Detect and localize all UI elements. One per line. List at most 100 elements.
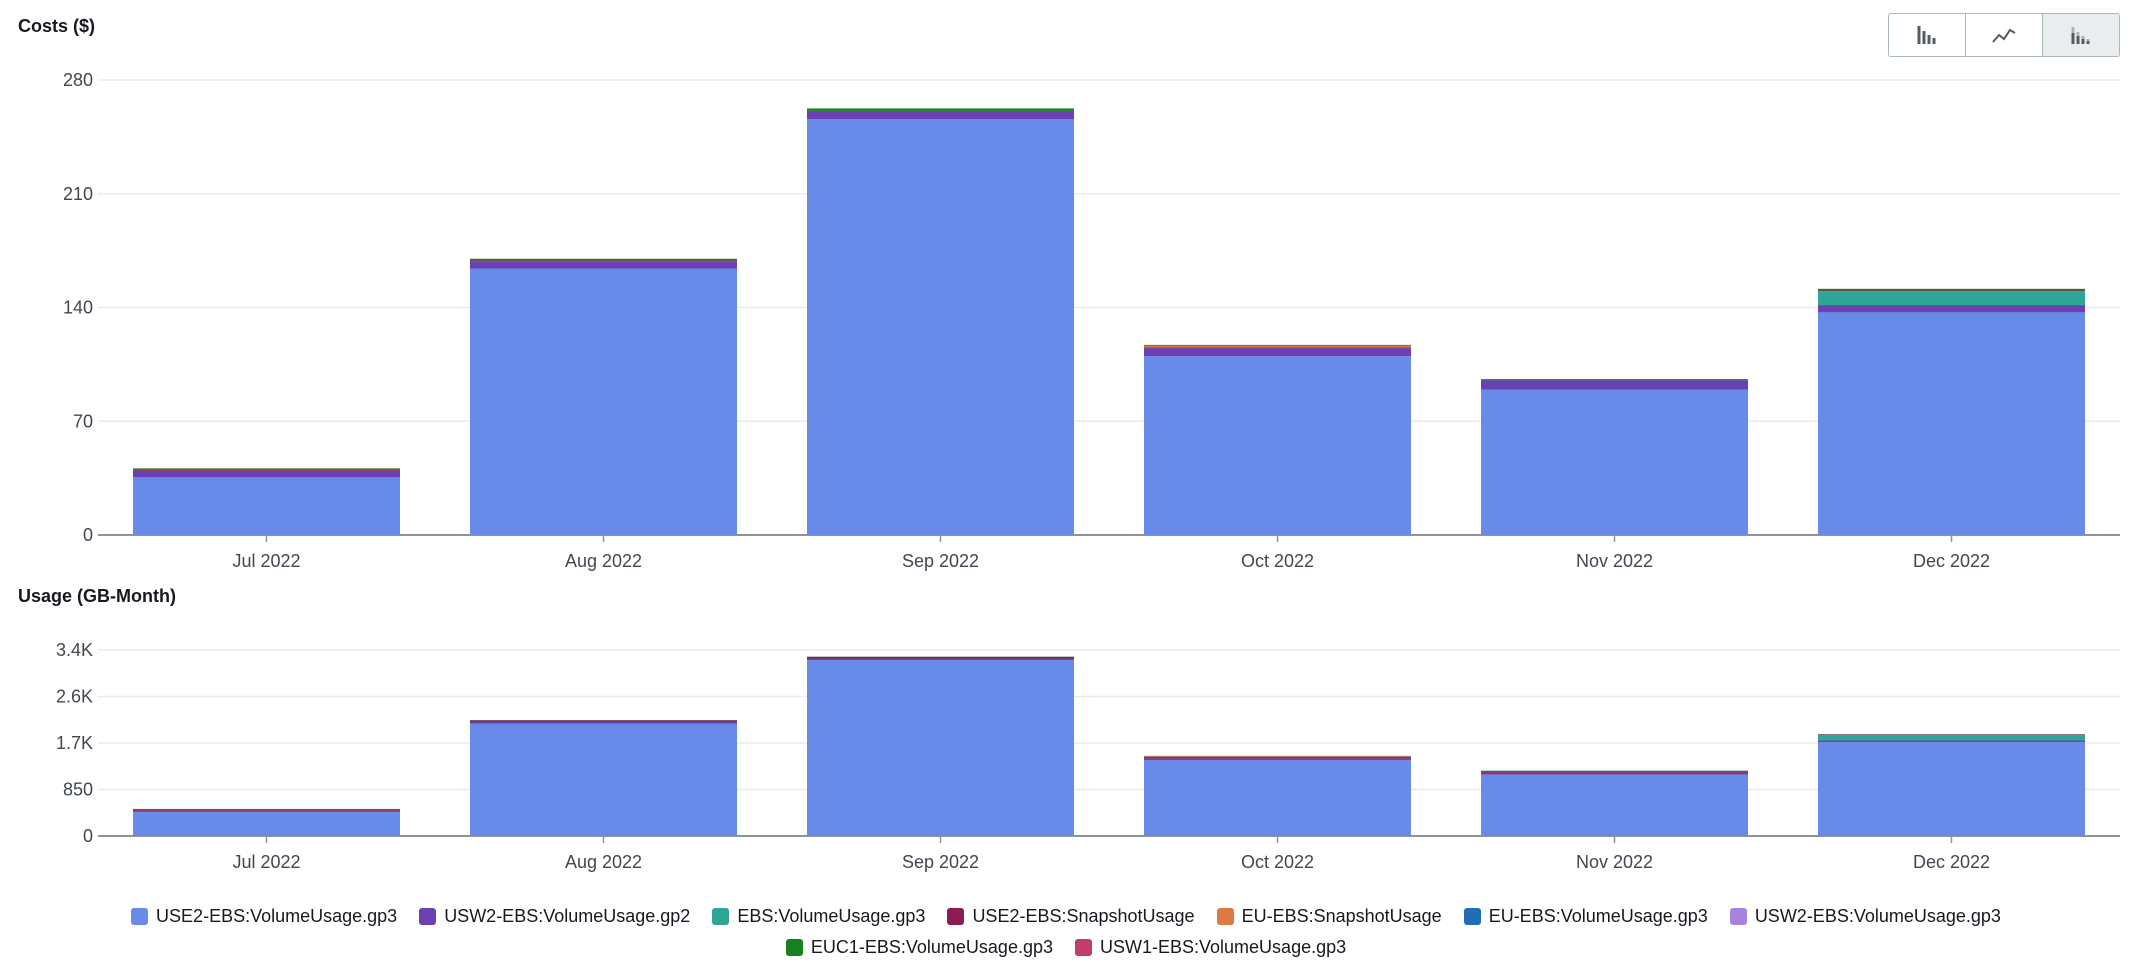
usage-bar-segment[interactable] — [807, 658, 1074, 661]
usage-bar-segment[interactable] — [1481, 772, 1748, 775]
costs-bar-segment[interactable] — [1481, 380, 1748, 382]
usage-bar-segment[interactable] — [1818, 742, 2085, 836]
usage-y-tick-label: 850 — [63, 780, 93, 800]
costs-bar-segment[interactable] — [470, 260, 737, 262]
costs-bar-segment[interactable] — [1818, 305, 2085, 313]
legend-item[interactable]: USE2-EBS:VolumeUsage.gp3 — [131, 906, 397, 927]
costs-bar-segment[interactable] — [133, 468, 400, 470]
costs-bar-segment[interactable] — [807, 108, 1074, 111]
usage-bar-segment[interactable] — [1818, 734, 2085, 736]
costs-bar-segment[interactable] — [1818, 291, 2085, 306]
legend-item[interactable]: EU-EBS:VolumeUsage.gp3 — [1463, 906, 1708, 927]
costs-bar-segment[interactable] — [807, 119, 1074, 535]
costs-x-tick-label: Sep 2022 — [902, 551, 979, 571]
usage-chart-title: Usage (GB-Month) — [18, 586, 176, 606]
costs-bar-segment[interactable] — [1481, 379, 1748, 381]
usage-bar-segment[interactable] — [1144, 758, 1411, 761]
costs-bar-segment[interactable] — [1818, 288, 2085, 291]
usage-bar-segment[interactable] — [1481, 774, 1748, 836]
usage-bar-segment[interactable] — [470, 720, 737, 722]
costs-bar-segment[interactable] — [1818, 312, 2085, 535]
usage-bar-segment[interactable] — [1144, 756, 1411, 759]
legend-swatch — [712, 908, 730, 925]
usage-x-tick-label: Sep 2022 — [902, 852, 979, 872]
usage-bar-segment[interactable] — [807, 660, 1074, 836]
usage-y-tick-label: 2.6K — [56, 687, 93, 707]
costs-bar-segment[interactable] — [1818, 290, 2085, 292]
legend-item[interactable]: USW2-EBS:VolumeUsage.gp2 — [419, 906, 690, 927]
legend-label: EUC1-EBS:VolumeUsage.gp3 — [810, 937, 1053, 957]
costs-chart: 0 70 140 210 280 Jul 2022 Aug 2022 Sep 2022 Oct … — [63, 70, 2120, 571]
costs-bar-segment[interactable] — [133, 477, 400, 535]
legend-label: EU-EBS:VolumeUsage.gp3 — [1488, 906, 1708, 926]
usage-chart: 0 850 1.7K 2.6K 3.4K Jul 2022 Aug 2022 Sep 2022… — [56, 640, 2120, 872]
usage-bar-segment[interactable] — [1144, 756, 1411, 757]
usage-bar-segment[interactable] — [133, 809, 400, 811]
legend-swatch — [1463, 908, 1481, 925]
costs-bar-segment[interactable] — [133, 469, 400, 471]
line-chart-icon — [1992, 28, 2016, 43]
legend-swatch — [1216, 908, 1234, 925]
costs-bar-segment[interactable] — [807, 110, 1074, 112]
legend-swatch — [1729, 908, 1747, 925]
costs-bar-segment[interactable] — [1144, 356, 1411, 535]
chart-style-toggle — [1888, 13, 2120, 57]
legend-label: USE2-EBS:VolumeUsage.gp3 — [156, 906, 398, 926]
costs-x-tick-label: Dec 2022 — [1913, 551, 1990, 571]
costs-y-tick-label: 210 — [63, 184, 93, 204]
costs-bar-segment[interactable] — [1144, 344, 1411, 346]
legend-swatch — [1075, 939, 1092, 956]
legend-swatch — [419, 908, 437, 925]
legend-item[interactable]: USW2-EBS:VolumeUsage.gp3 — [1729, 906, 2001, 927]
costs-bar-segment[interactable] — [470, 258, 737, 261]
costs-bar-segment[interactable] — [470, 268, 737, 536]
costs-bar-segment[interactable] — [470, 261, 737, 269]
costs-bar-segment[interactable] — [1481, 379, 1748, 380]
legend-label: EBS:VolumeUsage.gp3 — [737, 906, 926, 926]
legend-label: USW2-EBS:VolumeUsage.gp2 — [444, 906, 691, 926]
legend-swatch — [947, 908, 965, 925]
usage-x-tick-label: Aug 2022 — [565, 852, 642, 872]
usage-y-tick-label: 0 — [83, 826, 93, 846]
costs-x-tick-label: Oct 2022 — [1241, 551, 1314, 571]
legend-item[interactable]: EU-EBS:SnapshotUsage — [1216, 906, 1442, 927]
usage-bar-segment[interactable] — [470, 723, 737, 836]
costs-bar-segment[interactable] — [1144, 347, 1411, 349]
costs-bar-segment[interactable] — [1481, 381, 1748, 390]
costs-bar-segment[interactable] — [133, 470, 400, 478]
usage-bar-segment[interactable] — [807, 656, 1074, 659]
stacked-bar-chart-view-button[interactable] — [2043, 14, 2119, 56]
legend-item[interactable]: USE2-EBS:SnapshotUsage — [947, 906, 1195, 927]
costs-bar-segment[interactable] — [1144, 345, 1411, 348]
costs-bar-segment[interactable] — [1481, 389, 1748, 535]
legend-label: USW2-EBS:VolumeUsage.gp3 — [1754, 906, 2001, 926]
usage-x-tick-label: Nov 2022 — [1576, 852, 1653, 872]
costs-bar-segment[interactable] — [1144, 348, 1411, 357]
legend-item[interactable]: EBS:VolumeUsage.gp3 — [712, 906, 925, 927]
costs-y-tick-label: 70 — [73, 411, 93, 431]
usage-bar-segment[interactable] — [1144, 760, 1411, 836]
legend-label: EU-EBS:SnapshotUsage — [1241, 906, 1442, 926]
costs-y-tick-label: 140 — [63, 298, 93, 318]
costs-x-tick-label: Aug 2022 — [565, 551, 642, 571]
usage-bar-segment[interactable] — [133, 811, 400, 836]
usage-bar-segment[interactable] — [1818, 740, 2085, 743]
stacked-bar-chart-icon — [2071, 27, 2090, 44]
usage-bar-segment[interactable] — [1818, 735, 2085, 741]
legend-label: USE2-EBS:SnapshotUsage — [972, 906, 1195, 926]
usage-bar-segment[interactable] — [470, 721, 737, 724]
costs-bar-segment[interactable] — [807, 111, 1074, 119]
costs-y-tick-label: 0 — [83, 525, 93, 545]
costs-x-tick-label: Nov 2022 — [1576, 551, 1653, 571]
legend-swatch — [131, 908, 149, 925]
bar-chart-icon — [1917, 26, 1936, 44]
usage-x-tick-label: Oct 2022 — [1241, 852, 1314, 872]
legend-item[interactable]: EUC1-EBS:VolumeUsage.gp3 — [785, 937, 1053, 958]
line-chart-view-button[interactable] — [1966, 14, 2043, 56]
legend-swatch — [785, 939, 803, 956]
usage-bar-segment[interactable] — [133, 810, 400, 812]
usage-bar-segment[interactable] — [1481, 771, 1748, 773]
legend-item[interactable]: USW1-EBS:VolumeUsage.gp3 — [1075, 937, 1346, 958]
usage-y-tick-label: 1.7K — [56, 733, 93, 753]
bar-chart-view-button[interactable] — [1889, 14, 1966, 56]
